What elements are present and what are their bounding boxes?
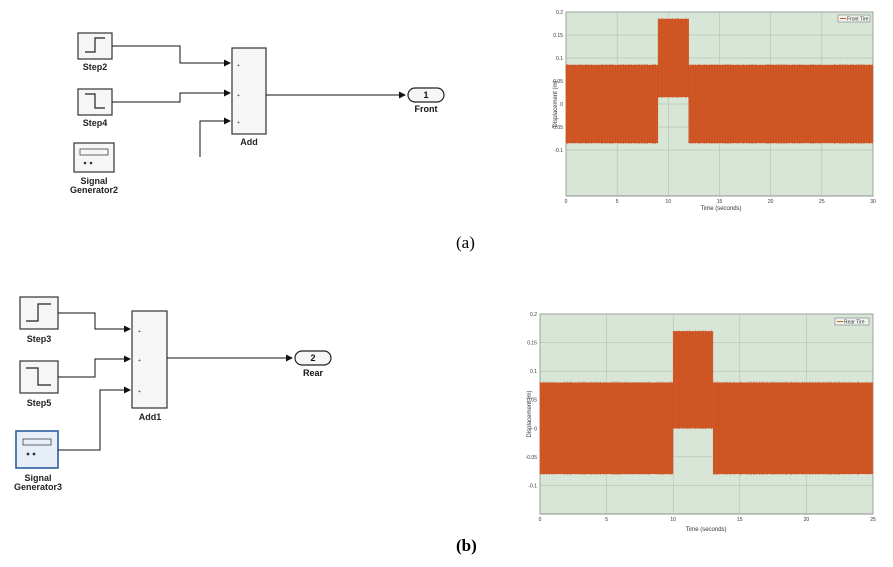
legend: Rear Tire — [834, 317, 870, 326]
svg-text:+: + — [237, 120, 240, 126]
outport-number: 2 — [310, 353, 315, 363]
y-tick-label: 0.05 — [527, 398, 537, 404]
x-tick-label: 10 — [670, 517, 676, 523]
x-axis-label: Time (seconds) — [700, 206, 741, 212]
scope-plot: 0 5 10 15 20 25 0.2 0.15 0.1 0.05 0 -0.05 -0.1 Rear … — [526, 312, 876, 533]
step-block[interactable]: Step4 — [77, 88, 113, 128]
x-tick-label: 20 — [804, 517, 810, 523]
legend-label: Front Tire — [847, 17, 869, 23]
y-tick-label: 0.2 — [556, 10, 563, 16]
signal-oscillation — [657, 17, 689, 99]
block-label: Step5 — [27, 398, 52, 408]
signal-oscillation — [565, 63, 658, 145]
signal-oscillation — [712, 381, 872, 476]
svg-text:+: + — [237, 63, 240, 69]
signal-series — [539, 330, 873, 476]
panel-a: Step2 Step4 Signal Generator2 + + + Add — [0, 0, 893, 260]
sum-block[interactable]: + + + Add — [231, 47, 267, 147]
block-label: Signal Generator2 — [70, 176, 118, 195]
panel-b: Step3 Step5 Signal Generator3 + + + Add1 — [0, 280, 893, 567]
x-tick-label: 5 — [616, 199, 619, 205]
y-axis-label: Displacement (m) — [527, 390, 533, 437]
signal-oscillation — [688, 63, 874, 145]
x-tick-label: 25 — [870, 517, 876, 523]
block-label: Add — [240, 137, 258, 147]
panel-caption: (a) — [456, 233, 475, 252]
outport-label: Front — [415, 104, 438, 114]
x-tick-label: 30 — [870, 199, 876, 205]
signal-series — [565, 17, 874, 145]
sum-block[interactable]: + + + Add1 — [131, 310, 168, 422]
signal-generator-block[interactable]: Signal Generator2 — [70, 142, 118, 195]
simulink-diagram-b: Step3 Step5 Signal Generator3 + + + Add1 — [14, 296, 876, 533]
x-tick-label: 0 — [539, 517, 542, 523]
block-label: Signal Generator3 — [14, 473, 62, 492]
step-block[interactable]: Step2 — [77, 32, 113, 72]
scope-plot: 0 5 10 15 20 25 30 0.2 0.15 0.1 0.05 0 -0.05 -0.1 Fro… — [552, 10, 876, 212]
y-tick-label: 0.05 — [553, 79, 563, 85]
svg-text:+: + — [138, 329, 141, 335]
x-tick-label: 15 — [717, 199, 723, 205]
block-label: Step2 — [83, 62, 108, 72]
block-label: Step3 — [27, 334, 52, 344]
step-block[interactable]: Step3 — [19, 296, 59, 344]
y-tick-label: -0.1 — [554, 148, 563, 154]
y-tick-label: 0.15 — [553, 33, 563, 39]
x-tick-label: 20 — [768, 199, 774, 205]
y-tick-label: 0.2 — [530, 312, 537, 318]
step-up-icon — [26, 303, 51, 322]
step-up-icon — [85, 37, 105, 53]
signal-generator-icon — [22, 438, 52, 456]
outport-block[interactable]: 1 Front — [407, 87, 445, 114]
axis-ticks: 0 5 10 15 20 25 0.2 0.15 0.1 0.05 0 -0.05 -0.1 — [526, 312, 876, 523]
panel-caption: (b) — [456, 536, 477, 555]
step-down-icon — [26, 367, 51, 386]
y-tick-label: -0.05 — [552, 125, 564, 131]
signal-generator-block[interactable]: Signal Generator3 — [14, 430, 62, 492]
svg-text:+: + — [237, 93, 240, 99]
signal-band — [540, 382, 674, 474]
y-tick-label: 0.1 — [530, 369, 537, 375]
svg-text:+: + — [138, 358, 141, 364]
axis-ticks: 0 5 10 15 20 25 30 0.2 0.15 0.1 0.05 0 -0.05 -0.1 — [552, 10, 876, 205]
y-tick-label: -0.05 — [526, 455, 538, 461]
svg-text:+: + — [138, 389, 141, 395]
y-tick-label: 0 — [560, 102, 563, 108]
signal-oscillation — [672, 330, 712, 430]
signal-oscillation — [539, 381, 674, 476]
x-axis-label: Time (seconds) — [685, 527, 726, 533]
signal-lines[interactable] — [58, 312, 293, 451]
y-tick-label: -0.1 — [528, 483, 537, 489]
simulink-diagram-a: Step2 Step4 Signal Generator2 + + + Add — [70, 10, 876, 212]
x-tick-label: 0 — [565, 199, 568, 205]
x-tick-label: 10 — [666, 199, 672, 205]
y-tick-label: 0 — [534, 426, 537, 432]
outport-block[interactable]: 2 Rear — [294, 350, 332, 378]
y-tick-label: 0.1 — [556, 56, 563, 62]
outport-label: Rear — [303, 368, 324, 378]
signal-lines[interactable] — [112, 45, 406, 157]
outport-number: 1 — [423, 90, 428, 100]
x-tick-label: 15 — [737, 517, 743, 523]
y-axis-label: Displacement (m) — [553, 80, 559, 127]
block-label: Step4 — [83, 118, 108, 128]
signal-band — [673, 331, 714, 429]
x-tick-label: 25 — [819, 199, 825, 205]
legend: Front Tire — [837, 14, 871, 23]
step-down-icon — [85, 93, 105, 109]
y-tick-label: 0.15 — [527, 341, 537, 347]
step-block[interactable]: Step5 — [19, 360, 59, 408]
legend-label: Rear Tire — [844, 320, 865, 326]
block-label: Add1 — [139, 412, 162, 422]
x-tick-label: 5 — [605, 517, 608, 523]
signal-generator-icon — [79, 148, 109, 165]
